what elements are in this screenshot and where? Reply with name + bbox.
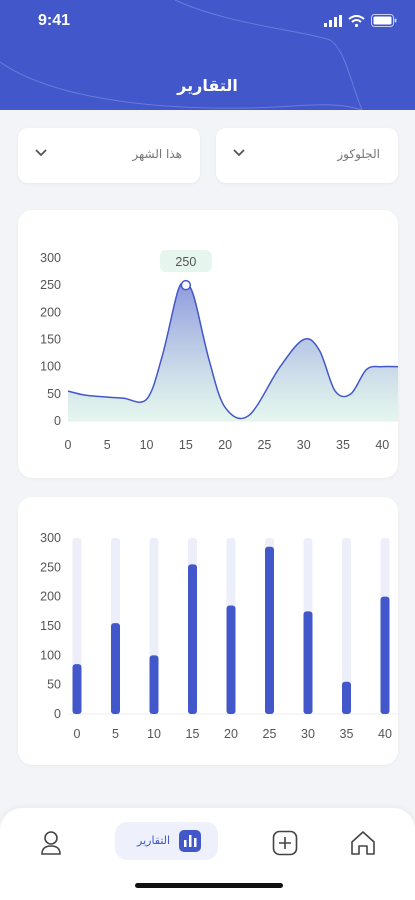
bar: [342, 681, 351, 714]
y-tick-label: 0: [54, 707, 61, 721]
x-tick-label: 20: [224, 727, 238, 741]
app-header: 9:41 التقارير: [0, 0, 415, 110]
area-fill: [68, 283, 398, 421]
bar: [149, 655, 159, 714]
x-tick-label: 30: [297, 438, 311, 452]
chevron-down-icon: [35, 149, 47, 157]
area-chart: 0 50 100 150 200 250 300 0 5 10 15 20 25 30 35 40 250: [40, 250, 398, 452]
y-tick-label: 200: [40, 305, 61, 319]
bar-chart-card: 0 50 100 150 200 250 300 0 5 10 15 20 25 30 35 40: [18, 497, 398, 765]
bar: [303, 611, 313, 714]
x-tick-label: 20: [218, 438, 232, 452]
highlight-point: [180, 279, 192, 291]
y-tick-label: 250: [40, 278, 61, 292]
x-tick-label: 40: [378, 727, 392, 741]
battery-icon: [371, 14, 397, 27]
status-icons: [324, 14, 397, 27]
x-tick-label: 0: [74, 727, 81, 741]
bar: [226, 605, 236, 714]
plus-square-icon[interactable]: [272, 830, 298, 856]
series-line: [67, 282, 398, 420]
y-tick-label: 300: [40, 531, 61, 545]
x-tick-label: 25: [257, 438, 271, 452]
home-indicator: [135, 883, 283, 888]
y-tick-label: 150: [40, 333, 61, 347]
bar-chart: 0 50 100 150 200 250 300 0 5 10 15 20 25 30 35 40: [40, 531, 398, 741]
x-tick-label: 10: [140, 438, 154, 452]
x-tick-label: 40: [375, 438, 389, 452]
y-tick-label: 50: [47, 678, 61, 692]
y-tick-label: 100: [40, 648, 61, 662]
x-tick-label: 25: [263, 727, 277, 741]
tooltip-label: 250: [175, 255, 196, 269]
period-select[interactable]: هذا الشهر: [18, 128, 200, 183]
metric-select-value: الجلوكوز: [337, 147, 380, 161]
y-tick-label: 250: [40, 560, 61, 574]
x-tick-label: 5: [104, 438, 111, 452]
page-title: التقارير: [177, 76, 238, 95]
bar: [72, 664, 82, 714]
x-tick-label: 5: [112, 727, 119, 741]
status-bar: 9:41: [0, 0, 415, 44]
filters-row: هذا الشهر الجلوكوز: [18, 128, 398, 183]
bar-track: [342, 538, 351, 714]
y-tick-label: 150: [40, 619, 61, 633]
y-tick-label: 200: [40, 590, 61, 604]
metric-select[interactable]: الجلوكوز: [216, 128, 398, 183]
x-tick-label: 10: [147, 727, 161, 741]
x-tick-label: 0: [65, 438, 72, 452]
bar: [188, 564, 197, 714]
home-icon[interactable]: [350, 830, 376, 856]
x-tick-label: 15: [186, 727, 200, 741]
y-tick-label: 300: [40, 251, 61, 265]
bar: [111, 623, 120, 714]
signal-icon: [324, 14, 342, 27]
nav-reports-label: التقارير: [137, 834, 171, 847]
x-tick-label: 30: [301, 727, 315, 741]
tooltip-box: [159, 250, 212, 273]
y-tick-label: 0: [54, 414, 61, 428]
user-icon[interactable]: [40, 830, 62, 856]
x-tick-label: 15: [179, 438, 193, 452]
header-decoration: [0, 0, 363, 110]
area-chart-card: 0 50 100 150 200 250 300 0 5 10 15 20 25 30 35 40 250: [18, 210, 398, 478]
y-tick-label: 50: [47, 387, 61, 401]
wifi-icon: [348, 14, 365, 27]
x-tick-label: 35: [340, 727, 354, 741]
bar-chart-icon: [179, 830, 201, 852]
bar: [265, 546, 274, 714]
chevron-down-icon: [233, 149, 245, 157]
period-select-value: هذا الشهر: [132, 147, 182, 161]
status-time: 9:41: [38, 12, 71, 29]
nav-reports-button[interactable]: التقارير: [115, 822, 218, 860]
y-tick-label: 100: [40, 360, 61, 374]
x-tick-label: 35: [336, 438, 350, 452]
bar: [380, 596, 390, 714]
